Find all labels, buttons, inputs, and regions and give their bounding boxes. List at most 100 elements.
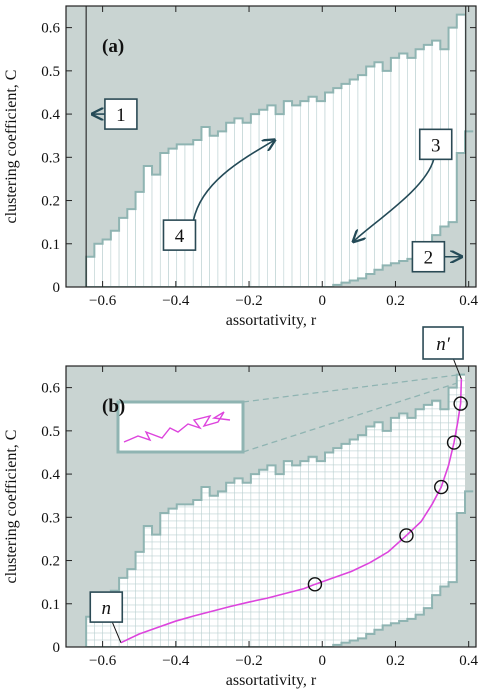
allowed-cell <box>415 409 424 615</box>
allowed-bar <box>258 109 268 287</box>
panel-b-frame <box>65 365 477 648</box>
allowed-bar <box>332 87 342 286</box>
allowed-bar <box>118 217 128 287</box>
allowed-cell <box>184 504 194 647</box>
end-label-text: n′ <box>436 334 451 355</box>
allowed-cell <box>86 616 95 647</box>
callout-2-text: 2 <box>424 248 434 269</box>
allowed-bar <box>398 53 408 262</box>
y-tick-label: 0.6 <box>41 21 60 37</box>
allowed-cell <box>160 512 169 647</box>
panel-a-y-axis-label: clustering coefficient, C <box>3 70 20 224</box>
callout-4-arrow <box>192 140 274 221</box>
allowed-bar <box>217 131 227 287</box>
callout-3-text: 3 <box>431 135 441 156</box>
allowed-bar <box>85 256 95 287</box>
allowed-cell <box>333 448 342 645</box>
allowed-cell <box>423 404 433 609</box>
allowed-bar <box>184 144 194 287</box>
allowed-cell <box>102 599 111 647</box>
allowed-bar <box>250 113 260 287</box>
allowed-cell <box>143 525 153 647</box>
allowed-bar <box>176 144 186 287</box>
allowed-bar <box>407 57 416 260</box>
allowed-cell <box>226 482 235 647</box>
trajectory-marker <box>307 577 323 592</box>
y-tick-label: 0.1 <box>41 597 60 613</box>
y-tick-label: 0.6 <box>41 381 60 397</box>
allowed-bar <box>448 27 458 223</box>
allowed-bar <box>110 230 120 287</box>
x-tick-label: −0.2 <box>235 293 262 309</box>
panel-b-ticks: −0.6 −0.4 −0.2 0 0.2 0.4 0 0.1 0.2 0.3 0.4 0.5 0.6 <box>41 366 479 669</box>
allowed-cell <box>242 482 251 647</box>
panel-b-grid <box>85 373 474 647</box>
allowed-bar <box>201 126 210 287</box>
panel-b-label: (b) <box>102 396 125 417</box>
allowed-cell <box>201 487 210 647</box>
allowed-cell <box>119 577 128 647</box>
allowed-bar <box>168 148 178 287</box>
allowed-cell <box>366 426 375 635</box>
allowed-bar <box>374 61 383 271</box>
inset-trajectory <box>123 411 231 443</box>
panel-b-trajectory-line <box>120 378 463 644</box>
y-tick-label: 0.5 <box>41 64 60 80</box>
callout-3-arrow <box>353 159 435 241</box>
trajectory-marker <box>434 479 449 495</box>
y-tick-label: 0 <box>53 640 61 656</box>
allowed-cell <box>209 495 218 647</box>
allowed-bar <box>341 83 351 283</box>
allowed-bar <box>225 122 235 287</box>
allowed-cell <box>275 474 284 647</box>
panel-b-x-axis-label: assortativity, r <box>226 672 317 689</box>
panel-b-inset <box>116 374 458 454</box>
allowed-cell <box>357 435 367 639</box>
inset-connector-bottom <box>242 382 458 453</box>
allowed-cell <box>250 474 260 647</box>
x-tick-label: −0.6 <box>89 653 117 669</box>
y-tick-label: 0.2 <box>41 554 60 570</box>
allowed-bar <box>316 100 326 287</box>
allowed-bar <box>127 208 136 287</box>
panel-a-callouts: 1 2 3 4 <box>92 98 462 273</box>
trajectory-marker <box>453 396 468 411</box>
allowed-bar <box>357 74 367 279</box>
y-tick-label: 0.3 <box>41 510 60 526</box>
allowed-bar <box>143 165 153 287</box>
lower-boundary <box>86 490 474 647</box>
allowed-bar <box>102 239 112 287</box>
panel-a-x-axis-label: assortativity, r <box>226 312 317 329</box>
callout-4: 4 <box>162 219 197 251</box>
allowed-bar <box>135 191 145 287</box>
allowed-cell <box>349 439 358 641</box>
allowed-cell <box>283 461 293 647</box>
allowed-cell <box>168 508 177 647</box>
allowed-cell <box>135 551 144 647</box>
allowed-cell <box>374 422 383 630</box>
panel-b-markers <box>307 396 468 592</box>
allowed-bar <box>349 79 359 281</box>
allowed-cell <box>300 461 309 647</box>
start-label-pointer <box>111 621 122 643</box>
allowed-bar <box>308 96 318 287</box>
allowed-cell <box>448 387 457 583</box>
panel-a-ticks: −0.6 −0.4 −0.2 0 0.2 0.4 0 0.1 0.2 0.3 0.4 0.5 0.6 <box>41 6 479 309</box>
allowed-cell <box>127 569 136 647</box>
allowed-bar <box>390 57 400 264</box>
trajectory-marker <box>399 528 414 543</box>
end-label-box <box>422 326 464 360</box>
allowed-cell <box>176 504 185 647</box>
allowed-cell <box>440 409 449 587</box>
x-tick-label: 0.2 <box>386 293 405 309</box>
y-tick-label: 0.4 <box>41 467 60 483</box>
allowed-cell <box>324 452 334 647</box>
x-tick-label: −0.6 <box>89 293 117 309</box>
allowed-bar <box>283 100 293 287</box>
callout-1: 1 <box>104 98 138 130</box>
panel-b-end-labels: n n′ <box>89 326 464 643</box>
callout-4-text: 4 <box>175 226 185 247</box>
allowed-bar <box>151 174 161 287</box>
allowed-bar <box>209 135 219 287</box>
